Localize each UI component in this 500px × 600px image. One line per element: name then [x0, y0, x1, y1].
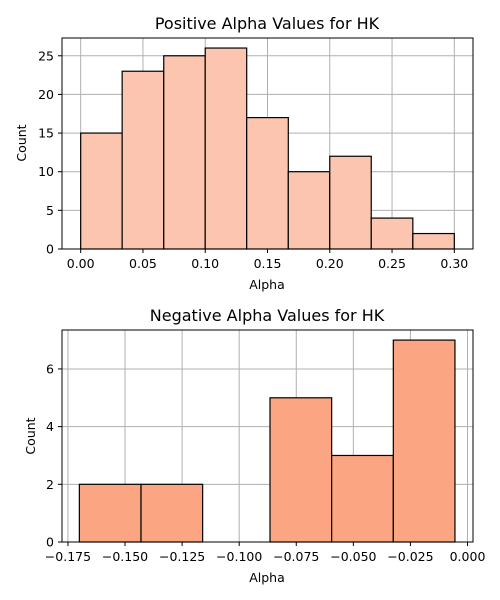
- x-axis-label: Alpha: [249, 277, 285, 292]
- x-tick-label: −0.125: [159, 549, 205, 564]
- histogram-bar: [140, 483, 204, 543]
- x-tick-label: −0.175: [45, 549, 91, 564]
- x-tick-label: 0.05: [129, 256, 157, 271]
- x-tick-label: 0.00: [67, 256, 95, 271]
- x-tick-label: −0.150: [102, 549, 148, 564]
- histogram-bar: [412, 232, 455, 250]
- x-tick-label: 0.10: [191, 256, 219, 271]
- x-tick-label: −0.025: [387, 549, 433, 564]
- histogram-bar: [287, 171, 331, 250]
- x-tick-label: −0.075: [273, 549, 319, 564]
- y-axis-label: Count: [14, 124, 29, 161]
- histogram-bar: [121, 70, 165, 250]
- histogram-bar: [80, 132, 123, 250]
- histogram-bar: [392, 339, 456, 543]
- histogram-bar: [370, 217, 414, 250]
- y-tick-label: 15: [38, 126, 54, 141]
- bars: [78, 339, 456, 543]
- y-tick-label: 0: [46, 242, 54, 257]
- histogram-bar: [78, 483, 142, 543]
- histogram-bar: [269, 397, 333, 543]
- x-tick-label: 0.30: [440, 256, 468, 271]
- x-tick-label: −0.050: [330, 549, 376, 564]
- positive-alpha-chart: Positive Alpha Values for HK 0.00 0.05 0.1…: [14, 14, 474, 292]
- y-tick-label: 0: [46, 535, 54, 550]
- histogram-bar: [329, 155, 372, 250]
- histogram-bar: [163, 55, 206, 250]
- y-tick-label: 5: [46, 203, 54, 218]
- y-tick-label: 6: [46, 361, 54, 376]
- y-tick-label: 4: [46, 419, 54, 434]
- x-axis-label: Alpha: [249, 570, 285, 585]
- x-tick-label: 0.15: [254, 256, 282, 271]
- plot-frame: [61, 329, 474, 543]
- x-tick-label: −0.100: [216, 549, 262, 564]
- chart-title: Positive Alpha Values for HK: [155, 14, 380, 33]
- histogram-bar: [204, 47, 248, 250]
- y-axis-label: Count: [23, 417, 38, 454]
- y-tick-label: 25: [38, 48, 54, 63]
- x-tick-label: 0.25: [378, 256, 406, 271]
- histogram-bar: [246, 117, 289, 250]
- y-tick-label: 2: [46, 477, 54, 492]
- ticks: −0.175 −0.150 −0.125 −0.100 −0.075 −0.050 −0.0…: [45, 361, 486, 564]
- y-tick-label: 20: [38, 87, 54, 102]
- x-tick-label: 0.20: [316, 256, 344, 271]
- chart-title: Negative Alpha Values for HK: [150, 306, 385, 325]
- histogram-bar: [331, 454, 394, 543]
- x-tick-label: 0.000: [450, 549, 486, 564]
- y-tick-label: 10: [38, 164, 54, 179]
- bars: [80, 47, 455, 250]
- ticks: 0.00 0.05 0.10 0.15 0.20 0.25 0.30 0 5 10 15 20 25: [38, 48, 468, 271]
- negative-alpha-chart: Negative Alpha Values for HK −0.175 −0.15…: [23, 306, 485, 585]
